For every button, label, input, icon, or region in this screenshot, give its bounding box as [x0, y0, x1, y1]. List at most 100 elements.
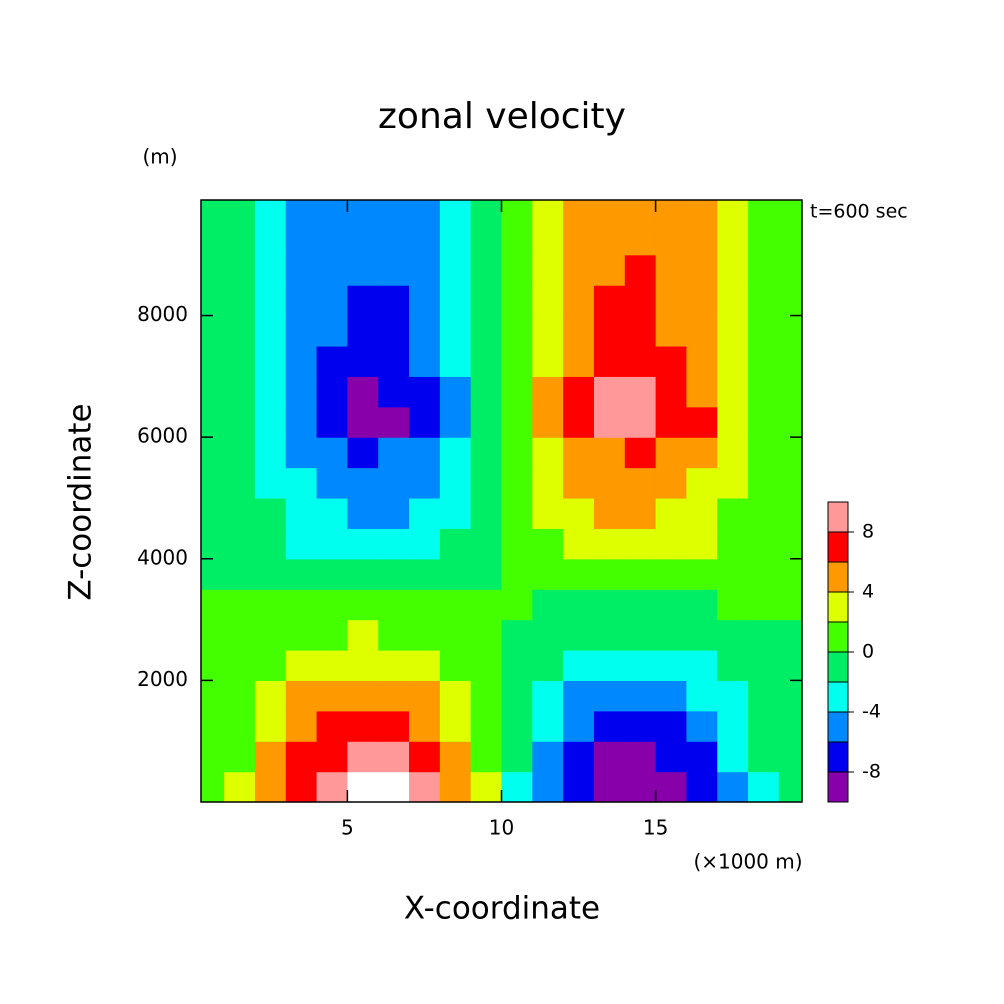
contour-cell: [347, 710, 379, 742]
contour-cell: [285, 200, 318, 225]
contour-cell: [409, 224, 441, 256]
contour-cell: [717, 467, 749, 499]
contour-cell: [347, 200, 379, 225]
contour-cell: [439, 649, 472, 681]
contour-cell: [778, 589, 802, 621]
contour-cell: [501, 497, 533, 529]
contour-cell: [593, 710, 626, 742]
contour-cell: [501, 437, 533, 469]
contour-cell: [748, 649, 780, 681]
contour-cell: [686, 558, 718, 590]
contour-cell: [470, 680, 503, 712]
contour-cell: [593, 315, 626, 347]
contour-cell: [201, 315, 225, 347]
y-unit: (m): [142, 145, 177, 169]
contour-cell: [593, 285, 626, 317]
contour-cell: [285, 285, 318, 317]
y-tick-label: 4000: [137, 545, 188, 569]
contour-cell: [532, 254, 564, 286]
contour-cell: [224, 741, 256, 773]
contour-cell: [655, 741, 688, 773]
contour-cell: [201, 497, 225, 529]
contour-cell: [201, 376, 225, 408]
contour-cell: [624, 619, 657, 651]
colorbar-tick-label: -4: [862, 701, 881, 723]
contour-cell: [717, 771, 749, 802]
contour-cell: [224, 589, 256, 621]
contour-cell: [501, 619, 533, 651]
contour-cell: [717, 528, 749, 560]
colorbar-band: [827, 531, 849, 563]
contour-cell: [201, 467, 225, 499]
contour-cell: [224, 771, 256, 802]
contour-cell: [563, 558, 595, 590]
contour-cell: [378, 437, 410, 469]
contour-cell: [717, 589, 749, 621]
contour-cell: [778, 345, 802, 377]
contour-cell: [593, 619, 626, 651]
contour-cell: [316, 741, 348, 773]
contour-cell: [316, 528, 348, 560]
contour-cell: [409, 558, 441, 590]
contour-cell: [624, 254, 657, 286]
contour-cell: [201, 649, 225, 681]
contour-cell: [201, 589, 225, 621]
x-axis-label: X-coordinate: [404, 891, 600, 927]
contour-cell: [532, 376, 564, 408]
contour-cell: [624, 467, 657, 499]
contour-cell: [254, 345, 287, 377]
contour-cell: [593, 771, 626, 802]
contour-cell: [563, 467, 595, 499]
contour-cell: [655, 589, 688, 621]
contour-cell: [778, 200, 802, 225]
contour-cell: [501, 741, 533, 773]
contour-cell: [748, 285, 780, 317]
contour-cell: [285, 710, 318, 742]
y-axis-label: Z-coordinate: [63, 403, 99, 600]
contour-cell: [624, 741, 657, 773]
contour-cell: [439, 254, 472, 286]
contour-cell: [470, 345, 503, 377]
contour-cell: [439, 406, 472, 438]
contour-cell: [470, 437, 503, 469]
contour-cell: [778, 528, 802, 560]
contour-cell: [347, 285, 379, 317]
contour-cell: [285, 406, 318, 438]
contour-cell: [254, 224, 287, 256]
contour-cell: [532, 741, 564, 773]
contour-cell: [409, 376, 441, 408]
contour-cell: [593, 589, 626, 621]
contour-cell: [378, 619, 410, 651]
contour-cell: [224, 649, 256, 681]
contour-cell: [439, 315, 472, 347]
contour-cell: [593, 467, 626, 499]
contour-cell: [224, 558, 256, 590]
contour-cell: [593, 649, 626, 681]
contour-cell: [470, 315, 503, 347]
contour-cell: [655, 467, 688, 499]
contour-cell: [378, 315, 410, 347]
contour-cell: [624, 680, 657, 712]
contour-cell: [285, 619, 318, 651]
contour-cell: [224, 224, 256, 256]
contour-cell: [378, 710, 410, 742]
contour-cell: [409, 406, 441, 438]
contour-cell: [563, 589, 595, 621]
contour-cell: [439, 558, 472, 590]
contour-cell: [224, 710, 256, 742]
contour-cell: [655, 497, 688, 529]
contour-cell: [593, 224, 626, 256]
contour-cell: [224, 200, 256, 225]
contour-cell: [254, 741, 287, 773]
contour-cell: [686, 741, 718, 773]
colorbar-band: [827, 651, 849, 683]
contour-cell: [378, 224, 410, 256]
contour-cell: [532, 589, 564, 621]
contour-cell: [409, 345, 441, 377]
contour-cell: [717, 406, 749, 438]
contour-cell: [285, 467, 318, 499]
contour-cell: [686, 437, 718, 469]
contour-cell: [409, 710, 441, 742]
contour-cell: [655, 200, 688, 225]
